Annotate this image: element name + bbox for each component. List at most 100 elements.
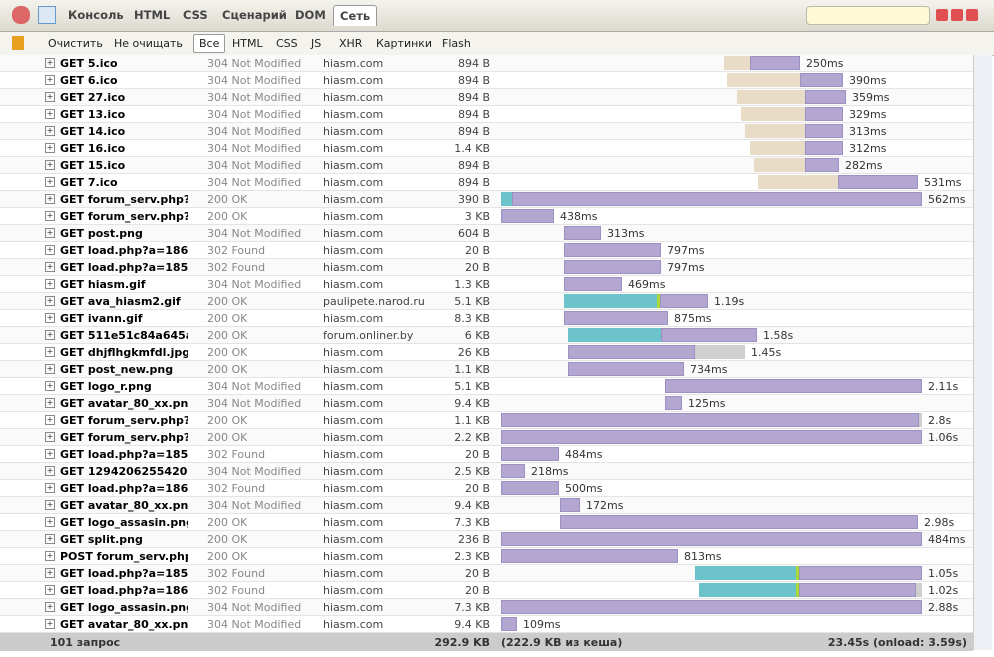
request-row[interactable]: + GET logo_assasin.png 200 OK hiasm.com 7.3 …	[0, 514, 973, 531]
request-row[interactable]: + POST forum_serv.php? 200 OK hiasm.com 2.3 …	[0, 548, 973, 565]
expand-toggle[interactable]: +	[45, 177, 55, 187]
firebug-icon[interactable]	[12, 6, 30, 24]
expand-toggle[interactable]: +	[45, 568, 55, 578]
request-row[interactable]: + GET 511e51c84a645a9 200 OK forum.onliner.…	[0, 327, 973, 344]
timing-bar	[800, 73, 843, 87]
request-row[interactable]: + GET post_new.png 200 OK hiasm.com 1.1 KB 73…	[0, 361, 973, 378]
expand-toggle[interactable]: +	[45, 449, 55, 459]
inspect-icon[interactable]	[38, 6, 56, 24]
size: 2.2 KB	[454, 431, 490, 444]
expand-toggle[interactable]: +	[45, 602, 55, 612]
request-row[interactable]: + GET 129420625542036 304 Not Modified hias…	[0, 463, 973, 480]
request-row[interactable]: + GET load.php?a=18612 302 Found hiasm.com 2…	[0, 242, 973, 259]
filter-button[interactable]: Все	[193, 34, 226, 53]
expand-toggle[interactable]: +	[45, 92, 55, 102]
request-row[interactable]: + GET avatar_80_xx.png 304 Not Modified hia…	[0, 616, 973, 633]
expand-toggle[interactable]: +	[45, 160, 55, 170]
expand-toggle[interactable]: +	[45, 500, 55, 510]
request-row[interactable]: + GET logo_r.png 304 Not Modified hiasm.com…	[0, 378, 973, 395]
expand-toggle[interactable]: +	[45, 398, 55, 408]
expand-toggle[interactable]: +	[45, 109, 55, 119]
filter-button[interactable]: Flash	[442, 37, 471, 50]
expand-toggle[interactable]: +	[45, 75, 55, 85]
minimize-button[interactable]	[936, 9, 948, 21]
request-row[interactable]: + GET forum_serv.php?q 200 OK hiasm.com 390 …	[0, 191, 973, 208]
domain: hiasm.com	[323, 125, 384, 138]
search-box[interactable]	[806, 6, 930, 25]
request-row[interactable]: + GET load.php?a=18596 302 Found hiasm.com 2…	[0, 565, 973, 582]
request-row[interactable]: + GET 15.ico 304 Not Modified hiasm.com 894 …	[0, 157, 973, 174]
request-row[interactable]: + GET 16.ico 304 Not Modified hiasm.com 1.4 …	[0, 140, 973, 157]
timing-bar	[564, 311, 668, 325]
detach-button[interactable]	[951, 9, 963, 21]
expand-toggle[interactable]: +	[45, 534, 55, 544]
request-row[interactable]: + GET forum_serv.php?q 200 OK hiasm.com 2.2 …	[0, 429, 973, 446]
expand-toggle[interactable]: +	[45, 585, 55, 595]
filter-button[interactable]: HTML	[232, 37, 263, 50]
request-row[interactable]: + GET ava_hiasm2.gif 200 OK paulipete.narod…	[0, 293, 973, 310]
request-row[interactable]: + GET avatar_80_xx.png 304 Not Modified hia…	[0, 395, 973, 412]
request-row[interactable]: + GET hiasm.gif 304 Not Modified hiasm.com 1…	[0, 276, 973, 293]
panel-tab[interactable]: Консоль	[68, 8, 124, 22]
timing-bar	[501, 549, 678, 563]
request-row[interactable]: + GET 14.ico 304 Not Modified hiasm.com 894 …	[0, 123, 973, 140]
filter-button[interactable]: XHR	[339, 37, 363, 50]
expand-toggle[interactable]: +	[45, 330, 55, 340]
expand-toggle[interactable]: +	[45, 381, 55, 391]
expand-toggle[interactable]: +	[45, 483, 55, 493]
expand-toggle[interactable]: +	[45, 279, 55, 289]
filter-button[interactable]: JS	[311, 37, 322, 50]
panel-tab[interactable]: Сеть	[333, 5, 378, 26]
expand-toggle[interactable]: +	[45, 466, 55, 476]
panel-tab[interactable]: Сценарий	[222, 8, 287, 22]
request-row[interactable]: + GET ivann.gif 200 OK hiasm.com 8.3 KB 875ms	[0, 310, 973, 327]
expand-toggle[interactable]: +	[45, 432, 55, 442]
request-row[interactable]: + GET avatar_80_xx.png 304 Not Modified hia…	[0, 497, 973, 514]
expand-toggle[interactable]: +	[45, 619, 55, 629]
request-row[interactable]: + GET forum_serv.php?q 200 OK hiasm.com 3 KB…	[0, 208, 973, 225]
request-row[interactable]: + GET load.php?a=18596 302 Found hiasm.com 2…	[0, 259, 973, 276]
request-row[interactable]: + GET 27.ico 304 Not Modified hiasm.com 894 …	[0, 89, 973, 106]
scrollbar[interactable]	[973, 55, 992, 650]
expand-toggle[interactable]: +	[45, 347, 55, 357]
panel-tab[interactable]: DOM	[295, 8, 326, 22]
filter-button[interactable]: CSS	[276, 37, 298, 50]
close-button[interactable]	[966, 9, 978, 21]
request-row[interactable]: + GET dhjflhgkmfdl.jpg 200 OK hiasm.com 26 K…	[0, 344, 973, 361]
panel-tab[interactable]: HTML	[134, 8, 171, 22]
filter-button[interactable]: Не очищать	[114, 37, 183, 50]
request-row[interactable]: + GET split.png 200 OK hiasm.com 236 B 484ms	[0, 531, 973, 548]
expand-toggle[interactable]: +	[45, 126, 55, 136]
expand-toggle[interactable]: +	[45, 415, 55, 425]
request-url: GET avatar_80_xx.png	[60, 397, 188, 410]
request-row[interactable]: + GET logo_assasin.png 304 Not Modified hia…	[0, 599, 973, 616]
expand-toggle[interactable]: +	[45, 262, 55, 272]
request-row[interactable]: + GET 13.ico 304 Not Modified hiasm.com 894 …	[0, 106, 973, 123]
request-row[interactable]: + GET load.php?a=18646 302 Found hiasm.com 2…	[0, 582, 973, 599]
panel-tab[interactable]: CSS	[183, 8, 208, 22]
request-row[interactable]: + GET forum_serv.php?q 200 OK hiasm.com 1.1 …	[0, 412, 973, 429]
request-row[interactable]: + GET load.php?a=18646 302 Found hiasm.com 2…	[0, 480, 973, 497]
expand-toggle[interactable]: +	[45, 313, 55, 323]
expand-toggle[interactable]: +	[45, 194, 55, 204]
expand-toggle[interactable]: +	[45, 551, 55, 561]
request-row[interactable]: + GET 5.ico 304 Not Modified hiasm.com 894 B…	[0, 55, 973, 72]
expand-toggle[interactable]: +	[45, 143, 55, 153]
expand-toggle[interactable]: +	[45, 517, 55, 527]
xhr-icon[interactable]	[12, 36, 24, 50]
expand-toggle[interactable]: +	[45, 211, 55, 221]
expand-toggle[interactable]: +	[45, 296, 55, 306]
request-row[interactable]: + GET load.php?a=18596 302 Found hiasm.com 2…	[0, 446, 973, 463]
filter-button[interactable]: Картинки	[376, 37, 433, 50]
expand-toggle[interactable]: +	[45, 58, 55, 68]
expand-toggle[interactable]: +	[45, 228, 55, 238]
request-row[interactable]: + GET 7.ico 304 Not Modified hiasm.com 894 B…	[0, 174, 973, 191]
request-row[interactable]: + GET 6.ico 304 Not Modified hiasm.com 894 B…	[0, 72, 973, 89]
filter-button[interactable]: Очистить	[48, 37, 103, 50]
status: 304 Not Modified	[207, 176, 302, 189]
expand-toggle[interactable]: +	[45, 245, 55, 255]
expand-toggle[interactable]: +	[45, 364, 55, 374]
request-row[interactable]: + GET post.png 304 Not Modified hiasm.com 60…	[0, 225, 973, 242]
timing-bar	[805, 158, 839, 172]
timing-label: 531ms	[924, 176, 962, 189]
